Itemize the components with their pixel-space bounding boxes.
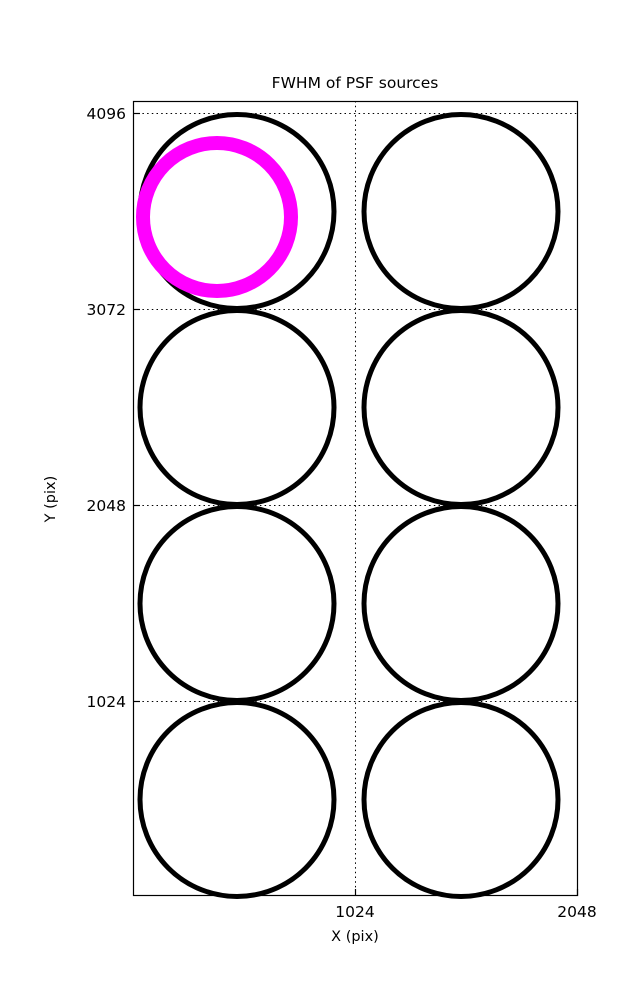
x-axis-label: X (pix) <box>331 929 379 945</box>
xtick-label-1024: 1024 <box>335 903 374 921</box>
chart-title: FWHM of PSF sources <box>272 74 439 92</box>
ytick-label-1024: 1024 <box>87 693 126 711</box>
tick-marks <box>133 112 579 896</box>
data-marker-circle <box>361 700 561 899</box>
data-marker-circle <box>137 700 337 899</box>
xtick-label-2048: 2048 <box>557 903 596 921</box>
highlighted-marker-circle <box>136 136 298 298</box>
ytick-label-2048: 2048 <box>87 497 126 515</box>
y-axis-label: Y (pix) <box>43 476 59 524</box>
data-markers-psf-sources <box>137 112 561 899</box>
ytick-label-3072: 3072 <box>87 301 126 319</box>
data-markers-highlighted-source <box>136 136 298 298</box>
ytick-label-4096: 4096 <box>87 105 126 123</box>
gridlines <box>133 101 578 896</box>
